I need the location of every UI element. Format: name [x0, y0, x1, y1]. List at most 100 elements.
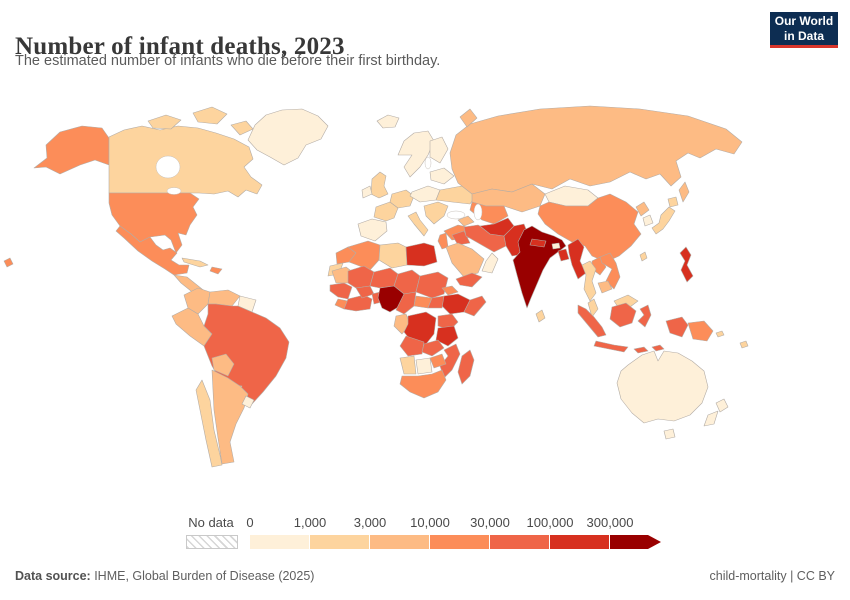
country-venezuela[interactable] — [207, 289, 241, 307]
country-south-korea[interactable] — [642, 214, 654, 227]
country-tanzania[interactable] — [435, 325, 459, 347]
country-chile[interactable] — [195, 379, 223, 468]
country-cameroon[interactable] — [395, 291, 417, 315]
chart-subtitle: The estimated number of infants who die … — [15, 53, 441, 69]
baltic-sea — [424, 156, 432, 170]
legend-no-data-label: No data — [188, 515, 234, 530]
country-usa-hawaii[interactable] — [3, 257, 14, 268]
country-east-europe[interactable] — [409, 185, 441, 203]
country-malaysia-peninsula[interactable] — [587, 298, 599, 318]
country-egypt[interactable] — [405, 242, 438, 267]
country-niger[interactable] — [369, 267, 399, 289]
country-bolivia[interactable] — [211, 353, 235, 377]
legend-band-3[interactable] — [430, 535, 490, 549]
legend-no-data-swatch[interactable] — [186, 535, 238, 549]
country-nepal[interactable] — [529, 238, 547, 248]
country-central-europe[interactable] — [389, 189, 415, 209]
attribution-note[interactable]: child-mortality | CC BY — [709, 569, 836, 583]
country-indonesia-sumatra[interactable] — [577, 304, 607, 338]
country-mozambique[interactable] — [439, 343, 461, 379]
country-ireland[interactable] — [361, 185, 373, 199]
country-russia[interactable] — [449, 105, 743, 195]
country-vietnam[interactable] — [599, 252, 621, 290]
country-australia-tasmania[interactable] — [663, 428, 676, 440]
country-uruguay[interactable] — [241, 395, 255, 409]
country-libya[interactable] — [378, 242, 408, 269]
country-russia-novaya-zemlya[interactable] — [459, 108, 478, 128]
country-bangladesh[interactable] — [557, 248, 570, 262]
country-indonesia-kalimantan[interactable] — [609, 302, 637, 328]
country-belarus-baltics[interactable] — [429, 167, 455, 185]
country-oman[interactable] — [481, 252, 499, 274]
country-madagascar[interactable] — [457, 349, 475, 385]
country-saudi-arabia[interactable] — [445, 242, 485, 278]
country-finland[interactable] — [429, 136, 449, 164]
great-lakes — [166, 187, 182, 195]
country-zambia[interactable] — [421, 339, 445, 357]
country-indonesia-papua[interactable] — [665, 316, 689, 338]
country-australia[interactable] — [616, 350, 709, 424]
country-japan-hokkaido[interactable] — [667, 196, 679, 208]
country-taiwan[interactable] — [639, 251, 648, 262]
legend-tick-0: 0 — [246, 515, 254, 530]
country-china[interactable] — [537, 193, 642, 263]
country-senegal-guinea[interactable] — [329, 282, 353, 300]
country-philippines[interactable] — [679, 246, 694, 283]
country-new-zealand-north[interactable] — [715, 398, 729, 413]
legend-band-2[interactable] — [370, 535, 430, 549]
country-sri-lanka[interactable] — [535, 309, 546, 323]
country-levant[interactable] — [437, 232, 449, 250]
legend-color-bar — [250, 535, 661, 549]
country-botswana[interactable] — [415, 357, 433, 375]
country-cambodia[interactable] — [597, 280, 613, 294]
country-angola[interactable] — [399, 335, 425, 357]
country-south-africa[interactable] — [399, 369, 447, 399]
country-sudan[interactable] — [415, 271, 449, 299]
country-somalia[interactable] — [463, 295, 487, 317]
country-yemen[interactable] — [455, 272, 483, 288]
country-greenland[interactable] — [247, 108, 329, 166]
country-indonesia-lesser-sunda-2[interactable] — [651, 344, 665, 352]
legend-band-5[interactable] — [550, 535, 610, 549]
legend-band-1[interactable] — [310, 535, 370, 549]
country-indonesia-sulawesi[interactable] — [637, 304, 652, 328]
country-thailand[interactable] — [581, 260, 597, 302]
country-balkans[interactable] — [423, 201, 449, 225]
country-papua-new-guinea[interactable] — [687, 320, 714, 342]
country-canada-arctic-1[interactable] — [147, 114, 182, 130]
country-uk[interactable] — [370, 171, 389, 199]
legend-band-0[interactable] — [250, 535, 310, 549]
country-italy[interactable] — [407, 211, 429, 237]
country-canada-arctic-3[interactable] — [230, 120, 254, 136]
country-japan[interactable] — [651, 206, 676, 235]
legend-band-6[interactable] — [610, 535, 648, 549]
country-iceland[interactable] — [376, 114, 400, 129]
country-canada-arctic-2[interactable] — [192, 106, 228, 125]
country-usa-alaska[interactable] — [33, 125, 110, 175]
country-new-zealand-south[interactable] — [703, 410, 719, 427]
country-north-korea[interactable] — [635, 201, 650, 217]
country-indonesia-java[interactable] — [593, 340, 629, 353]
country-iberia[interactable] — [357, 218, 388, 242]
black-sea — [446, 210, 466, 220]
country-argentina[interactable] — [211, 369, 249, 465]
legend-band-4[interactable] — [490, 535, 550, 549]
country-india[interactable] — [512, 225, 567, 309]
country-caucasus[interactable] — [457, 215, 475, 227]
country-canada[interactable] — [108, 125, 263, 198]
country-cuba[interactable] — [181, 257, 209, 268]
country-pacific-islands-2[interactable] — [739, 340, 749, 349]
country-haiti[interactable] — [209, 266, 223, 275]
country-zimbabwe[interactable] — [429, 353, 447, 369]
country-eritrea[interactable] — [441, 285, 459, 296]
country-russia-sakhalin[interactable] — [678, 181, 690, 203]
country-mexico[interactable] — [115, 225, 190, 276]
country-bhutan[interactable] — [551, 242, 561, 250]
country-indonesia-lesser-sunda-1[interactable] — [633, 346, 649, 354]
country-south-sudan[interactable] — [427, 295, 445, 309]
country-norway-sweden[interactable] — [397, 130, 435, 178]
country-nigeria[interactable] — [377, 285, 405, 313]
owid-logo[interactable]: Our World in Data — [770, 12, 838, 48]
country-namibia[interactable] — [399, 355, 417, 375]
country-pacific-islands-1[interactable] — [715, 330, 725, 338]
